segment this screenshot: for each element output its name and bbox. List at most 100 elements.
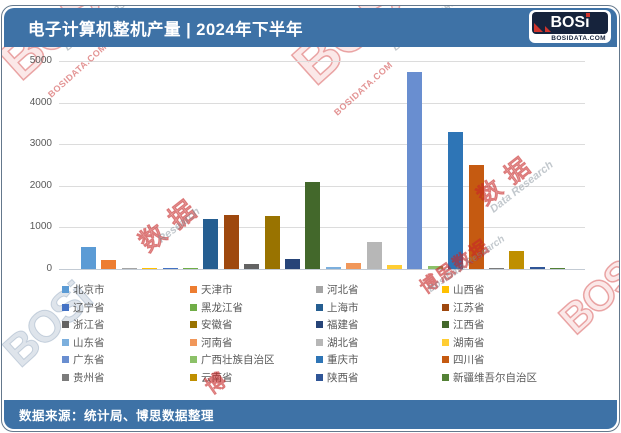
legend-swatch-icon [316, 356, 323, 364]
legend-swatch-icon [190, 356, 197, 364]
legend-item: 浙江省 [62, 316, 190, 334]
legend-item: 上海市 [316, 299, 442, 317]
legend-label: 江西省 [453, 319, 485, 332]
bosi-logo-url: BOSIDATA.COM [551, 35, 606, 42]
bar-黑龙江省 [183, 267, 198, 269]
bar-浙江省 [244, 264, 260, 269]
bosi-logo-triangle2-icon [545, 26, 551, 32]
legend-item: 贵州省 [62, 369, 190, 387]
legend-label: 安徽省 [201, 319, 233, 332]
bar-天津市 [101, 260, 117, 269]
legend-item: 河南省 [190, 334, 316, 352]
legend-label: 江苏省 [453, 301, 485, 314]
legend-item: 黑龙江省 [190, 299, 316, 317]
bar-江苏省 [223, 214, 239, 269]
legend-label: 福建省 [327, 319, 359, 332]
legend-label: 新疆维吾尔自治区 [453, 371, 537, 384]
bar-新疆维吾尔自治区 [550, 267, 566, 269]
legend-label: 天津市 [201, 284, 233, 297]
legend-label: 湖北省 [327, 336, 359, 349]
legend-item: 四川省 [442, 351, 576, 369]
plot-area [59, 61, 585, 270]
legend-swatch-icon [442, 373, 449, 381]
bar-山西省 [142, 267, 158, 269]
legend-label: 山西省 [453, 284, 485, 297]
legend-label: 重庆市 [327, 354, 359, 367]
legend-item: 山西省 [442, 281, 576, 299]
legend-label: 河北省 [327, 284, 359, 297]
legend-label: 四川省 [453, 354, 485, 367]
bar-安徽省 [264, 215, 280, 269]
y-axis-tick-0: 0 [46, 263, 52, 274]
bar-陕西省 [529, 267, 545, 269]
legend-swatch-icon [316, 338, 323, 346]
legend-swatch-icon [62, 321, 69, 329]
gridline-0 [59, 269, 585, 270]
legend-item: 广西壮族自治区 [190, 351, 316, 369]
bar-北京市 [81, 246, 96, 269]
legend-swatch-icon [442, 303, 449, 311]
y-axis-tick-3000: 3000 [29, 138, 52, 150]
legend-item: 福建省 [316, 316, 442, 334]
legend-item: 陕西省 [316, 369, 442, 387]
legend-item: 湖南省 [442, 334, 576, 352]
legend-label: 广西壮族自治区 [201, 354, 275, 367]
legend-swatch-icon [62, 338, 69, 346]
bosi-logo-text: BOSı [550, 14, 590, 31]
legend-label: 广东省 [73, 354, 105, 367]
report-card: 电子计算机整机产量 | 2024年下半年 BOSı BOSIDATA.COM 北… [1, 5, 620, 432]
legend-label: 陕西省 [327, 371, 359, 384]
legend-item: 新疆维吾尔自治区 [442, 369, 576, 387]
bar-云南省 [509, 251, 525, 269]
bar-湖南省 [387, 264, 402, 269]
bar-贵州省 [489, 267, 504, 269]
header: 电子计算机整机产量 | 2024年下半年 [4, 8, 617, 47]
legend-label: 黑龙江省 [201, 301, 243, 314]
legend-swatch-icon [316, 286, 323, 294]
bar-上海市 [203, 218, 219, 269]
legend-swatch-icon [62, 373, 69, 381]
legend-label: 贵州省 [73, 371, 105, 384]
legend-swatch-icon [316, 321, 323, 329]
legend-item: 云南省 [190, 369, 316, 387]
gridline-4000 [59, 102, 585, 104]
bar-江西省 [305, 181, 321, 269]
legend-item: 广东省 [62, 351, 190, 369]
bosi-logo-box: BOSı [532, 12, 608, 34]
data-source-note: 数据来源：统计局、博思数据整理 [19, 409, 215, 423]
legend-label: 湖南省 [453, 336, 485, 349]
bosi-logo: BOSı BOSIDATA.COM [529, 10, 611, 43]
legend-swatch-icon [316, 303, 323, 311]
y-axis-tick-5000: 5000 [29, 55, 52, 66]
page-title: 电子计算机整机产量 | 2024年下半年 [28, 20, 303, 39]
legend-item: 江苏省 [442, 299, 576, 317]
legend-swatch-icon [190, 286, 197, 294]
bar-湖北省 [366, 241, 382, 269]
legend-swatch-icon [442, 321, 449, 329]
bar-重庆市 [448, 131, 464, 269]
legend-item: 天津市 [190, 281, 316, 299]
bar-福建省 [285, 259, 300, 269]
legend-label: 浙江省 [73, 319, 105, 332]
legend-label: 上海市 [327, 301, 359, 314]
gridline-2000 [59, 185, 585, 187]
legend-item: 安徽省 [190, 316, 316, 334]
legend-item: 重庆市 [316, 351, 442, 369]
chart-legend: 北京市 天津市 河北省 山西省 辽宁省 黑龙江省 上海市 江苏省 浙江省 安徽省 福建省 江西省 山东省… [62, 281, 576, 386]
bar-广东省 [407, 72, 423, 269]
y-axis-tick-1000: 1000 [29, 221, 52, 233]
legend-swatch-icon [62, 286, 69, 294]
bosi-logo-triangle-icon [534, 23, 543, 32]
legend-item: 北京市 [62, 281, 190, 299]
legend-label: 山东省 [73, 336, 105, 349]
legend-swatch-icon [442, 286, 449, 294]
gridline-1000 [59, 227, 585, 229]
bar-四川省 [468, 164, 484, 269]
footer: 数据来源：统计局、博思数据整理 [4, 400, 617, 429]
bosi-logo-i: ı [585, 14, 590, 31]
legend-swatch-icon [190, 303, 197, 311]
legend-swatch-icon [442, 356, 449, 364]
legend-swatch-icon [190, 373, 197, 381]
legend-item: 山东省 [62, 334, 190, 352]
bar-河南省 [346, 262, 362, 269]
